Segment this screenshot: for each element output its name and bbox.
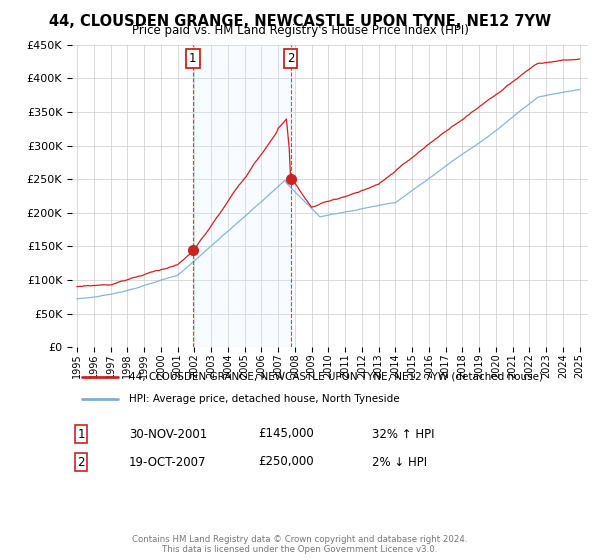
Text: Price paid vs. HM Land Registry's House Price Index (HPI): Price paid vs. HM Land Registry's House …	[131, 24, 469, 37]
Text: 2% ↓ HPI: 2% ↓ HPI	[372, 455, 427, 469]
Text: 32% ↑ HPI: 32% ↑ HPI	[372, 427, 434, 441]
Bar	[193, 45, 290, 347]
Text: 30-NOV-2001: 30-NOV-2001	[129, 427, 207, 441]
Text: 1: 1	[77, 427, 85, 441]
Text: £250,000: £250,000	[258, 455, 314, 469]
Text: 2: 2	[287, 52, 295, 65]
Text: 44, CLOUSDEN GRANGE, NEWCASTLE UPON TYNE, NE12 7YW (detached house): 44, CLOUSDEN GRANGE, NEWCASTLE UPON TYNE…	[129, 372, 543, 382]
Text: 19-OCT-2007: 19-OCT-2007	[129, 455, 206, 469]
Text: 1: 1	[189, 52, 197, 65]
Text: HPI: Average price, detached house, North Tyneside: HPI: Average price, detached house, Nort…	[129, 394, 400, 404]
Text: £145,000: £145,000	[258, 427, 314, 441]
Text: 2: 2	[77, 455, 85, 469]
Text: Contains HM Land Registry data © Crown copyright and database right 2024.
This d: Contains HM Land Registry data © Crown c…	[132, 535, 468, 554]
Text: 44, CLOUSDEN GRANGE, NEWCASTLE UPON TYNE, NE12 7YW: 44, CLOUSDEN GRANGE, NEWCASTLE UPON TYNE…	[49, 14, 551, 29]
